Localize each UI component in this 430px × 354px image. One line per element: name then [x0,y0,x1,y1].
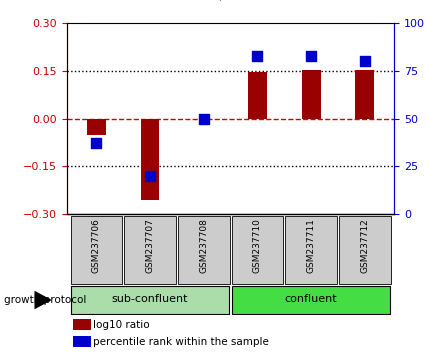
Point [200,116,207,121]
Text: GSM237711: GSM237711 [306,218,315,274]
Bar [124,216,175,284]
Text: GSM237710: GSM237710 [252,218,261,274]
Text: GSM237706: GSM237706 [92,218,101,274]
Point [307,53,314,58]
Text: GSM237712: GSM237712 [359,219,369,273]
Text: GSM237707: GSM237707 [145,218,154,274]
Text: percentile rank within the sample: percentile rank within the sample [93,337,268,347]
Bar [301,70,320,119]
Text: GDS3177 / 878444: GDS3177 / 878444 [149,0,281,2]
Point [93,141,100,146]
Bar [71,216,122,284]
Text: sub-confluent: sub-confluent [111,295,188,304]
Bar [247,72,266,119]
Bar [140,119,159,200]
Bar [338,216,390,284]
Bar [178,216,229,284]
Text: log10 ratio: log10 ratio [93,320,149,330]
Bar [71,286,228,314]
Text: confluent: confluent [284,295,337,304]
Point [253,53,260,58]
Polygon shape [34,291,52,309]
Bar [285,216,336,284]
Point [146,173,153,179]
Bar [73,336,91,347]
Bar [355,70,373,119]
Text: GSM237708: GSM237708 [199,218,208,274]
Bar [87,119,105,135]
Point [360,58,367,64]
Text: growth protocol: growth protocol [4,295,86,305]
Bar [231,216,283,284]
Bar [232,286,389,314]
Bar [73,319,91,330]
